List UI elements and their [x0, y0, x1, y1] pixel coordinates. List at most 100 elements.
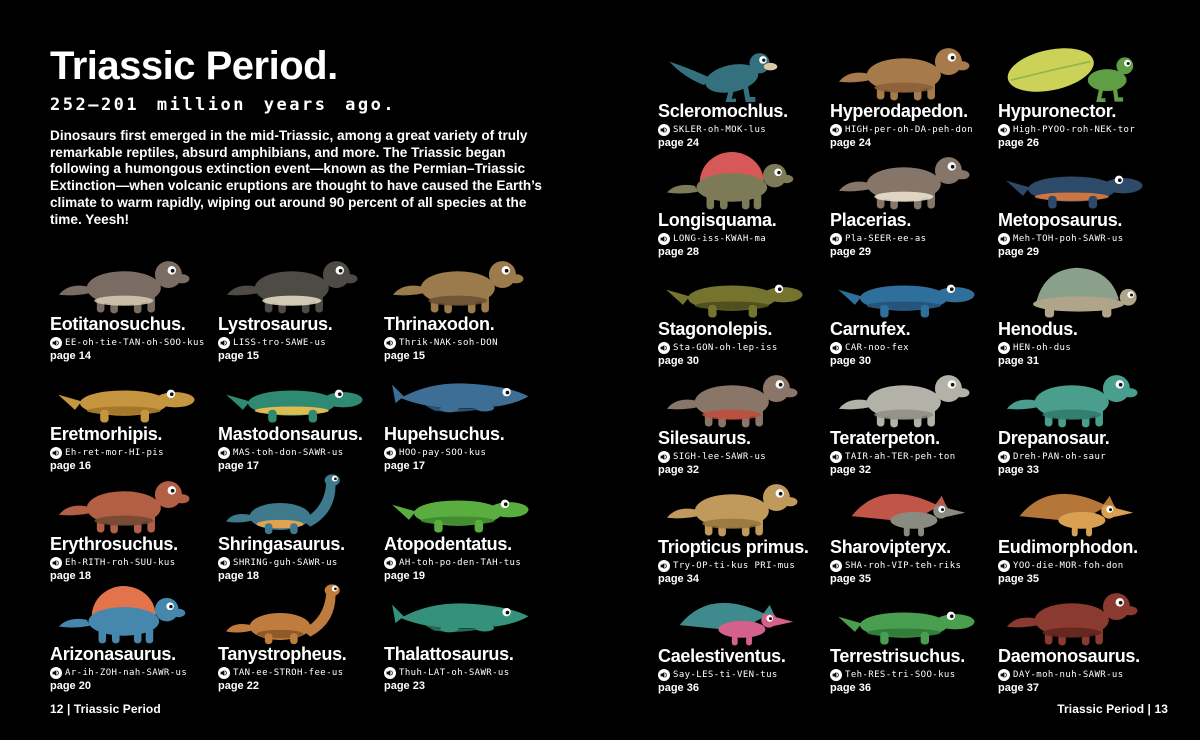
dino-illustration-caelestiventus: [658, 585, 820, 647]
dino-page-ref: page 30: [830, 355, 871, 367]
dino-illustration-carnufex: [830, 258, 988, 320]
dino-pronunciation: HOO-pay-SOO-kus: [399, 447, 487, 458]
speaker-icon: [658, 341, 670, 354]
dino-name: Terrestrisuchus.: [830, 646, 965, 667]
dino-pronunciation-row: CAR-noo-fex: [830, 341, 988, 354]
dino-illustration-thalattosaurus: [384, 582, 540, 645]
dino-illustration-eudimorphodon: [998, 476, 1156, 538]
right-page: Scleromochlus. SKLER-oh-MOK-lus page 24 Hy…: [658, 0, 1172, 740]
dino-name: Metoposaurus.: [998, 210, 1123, 231]
speaker-icon: [830, 450, 842, 463]
speaker-icon: [998, 123, 1010, 136]
dino-name: Drepanosaur.: [998, 428, 1110, 449]
dino-entry: Drepanosaur. Dreh-PAN-oh-saur page 33: [998, 367, 1166, 476]
dino-pronunciation-row: YOO-die-MOR-foh-don: [998, 559, 1156, 572]
dino-page-ref: page 29: [830, 246, 871, 258]
dino-page-ref: page 36: [830, 682, 871, 694]
page-title: Triassic Period.: [50, 44, 338, 88]
dino-illustration-placerias: [830, 149, 988, 211]
dino-illustration-lystrosaurus: [218, 252, 374, 315]
dino-name: Daemonosaurus.: [998, 646, 1140, 667]
dino-entry: Erythrosuchus. Eh-RITH-roh-SUU-kus page 18: [50, 472, 218, 582]
dino-pronunciation-row: HOO-pay-SOO-kus: [384, 446, 540, 459]
dino-entry: Metoposaurus. Meh-TOH-poh-SAWR-us page 29: [998, 149, 1166, 258]
dino-illustration-drepanosaur: [998, 367, 1156, 429]
dino-pronunciation: AH-toh-po-den-TAH-tus: [399, 557, 522, 568]
dino-name: Caelestiventus.: [658, 646, 786, 667]
speaker-icon: [998, 341, 1010, 354]
dino-pronunciation-row: Say-LES-ti-VEN-tus: [658, 668, 820, 681]
speaker-icon: [50, 446, 62, 459]
dino-page-ref: page 26: [998, 137, 1039, 149]
dino-page-ref: page 18: [218, 570, 259, 582]
dino-pronunciation: Meh-TOH-poh-SAWR-us: [1013, 233, 1124, 244]
page-subtitle: 252–201 million years ago.: [50, 95, 397, 115]
dino-pronunciation-row: SHRING-guh-SAWR-us: [218, 556, 374, 569]
dino-pronunciation: MAS-toh-don-SAWR-us: [233, 447, 344, 458]
dino-pronunciation: SIGH-lee-SAWR-us: [673, 451, 767, 462]
dino-page-ref: page 24: [830, 137, 871, 149]
dino-entry: Carnufex. CAR-noo-fex page 30: [830, 258, 998, 367]
speaker-icon: [384, 556, 396, 569]
dino-name: Teraterpeton.: [830, 428, 940, 449]
dino-pronunciation-row: Thuh-LAT-oh-SAWR-us: [384, 666, 540, 679]
dino-entry: Caelestiventus. Say-LES-ti-VEN-tus page 36: [658, 585, 830, 694]
dino-pronunciation: Thrik-NAK-soh-DON: [399, 337, 498, 348]
dino-illustration-tanystropheus: [218, 582, 374, 645]
dino-entry: Henodus. HEN-oh-dus page 31: [998, 258, 1166, 367]
dino-pronunciation-row: TAIR-ah-TER-peh-ton: [830, 450, 988, 463]
dino-pronunciation: Dreh-PAN-oh-saur: [1013, 451, 1107, 462]
speaker-icon: [50, 336, 62, 349]
speaker-icon: [658, 450, 670, 463]
dino-illustration-arizonasaurus: [50, 582, 208, 645]
dino-pronunciation-row: Dreh-PAN-oh-saur: [998, 450, 1156, 463]
dino-pronunciation: High-PYOO-roh-NEK-tor: [1013, 124, 1136, 135]
left-page: Triassic Period. 252–201 million years a…: [50, 0, 562, 740]
dino-pronunciation: Eh-ret-mor-HI-pis: [65, 447, 164, 458]
dino-name: Eotitanosuchus.: [50, 314, 186, 335]
dino-page-ref: page 15: [218, 350, 259, 362]
dino-page-ref: page 23: [384, 680, 425, 692]
dino-pronunciation: LISS-tro-SAWE-us: [233, 337, 327, 348]
dino-entry: Arizonasaurus. Ar-ih-ZOH-nah-SAWR-us page …: [50, 582, 218, 692]
speaker-icon: [218, 666, 230, 679]
dino-page-ref: page 28: [658, 246, 699, 258]
dino-pronunciation: SHRING-guh-SAWR-us: [233, 557, 338, 568]
dino-name: Eretmorhipis.: [50, 424, 163, 445]
speaker-icon: [658, 668, 670, 681]
dino-pronunciation: Sta-GON-oh-lep-iss: [673, 342, 778, 353]
dino-pronunciation-row: Sta-GON-oh-lep-iss: [658, 341, 820, 354]
dino-name: Sharovipteryx.: [830, 537, 951, 558]
intro-paragraph: Dinosaurs first emerged in the mid-Trias…: [50, 128, 542, 227]
dino-name: Thrinaxodon.: [384, 314, 495, 335]
dino-entry: Hypuronector. High-PYOO-roh-NEK-tor page 2…: [998, 40, 1166, 149]
dino-pronunciation-row: SHA-roh-VIP-teh-riks: [830, 559, 988, 572]
dino-entry: Shringasaurus. SHRING-guh-SAWR-us page 18: [218, 472, 384, 582]
speaker-icon: [830, 123, 842, 136]
dino-name: Shringasaurus.: [218, 534, 345, 555]
dino-page-ref: page 22: [218, 680, 259, 692]
speaker-icon: [384, 446, 396, 459]
dino-page-ref: page 17: [384, 460, 425, 472]
dino-pronunciation: Pla-SEER-ee-as: [845, 233, 927, 244]
dino-entry: Longisquama. LONG-iss-KWAH-ma page 28: [658, 149, 830, 258]
dino-page-ref: page 37: [998, 682, 1039, 694]
speaker-icon: [998, 559, 1010, 572]
dino-entry: Scleromochlus. SKLER-oh-MOK-lus page 24: [658, 40, 830, 149]
dino-entry: Triopticus primus. Try-OP-ti-kus PRI-mus p…: [658, 476, 830, 585]
dino-page-ref: page 32: [830, 464, 871, 476]
dino-illustration-hyperodapedon: [830, 40, 988, 102]
dino-page-ref: page 30: [658, 355, 699, 367]
dino-illustration-teraterpeton: [830, 367, 988, 429]
dino-entry: Terrestrisuchus. Teh-RES-tri-SOO-kus page …: [830, 585, 998, 694]
dino-pronunciation: Thuh-LAT-oh-SAWR-us: [399, 667, 510, 678]
dino-name: Longisquama.: [658, 210, 777, 231]
dino-page-ref: page 18: [50, 570, 91, 582]
dino-illustration-erythrosuchus: [50, 472, 208, 535]
dino-name: Tanystropheus.: [218, 644, 347, 665]
speaker-icon: [998, 450, 1010, 463]
dino-illustration-shringasaurus: [218, 472, 374, 535]
dino-entry: Sharovipteryx. SHA-roh-VIP-teh-riks page 3…: [830, 476, 998, 585]
dino-entry: Eudimorphodon. YOO-die-MOR-foh-don page 35: [998, 476, 1166, 585]
dinosaur-grid-left: Eotitanosuchus. EE-oh-tie-TAN-oh-SOO-kus p…: [50, 252, 550, 692]
